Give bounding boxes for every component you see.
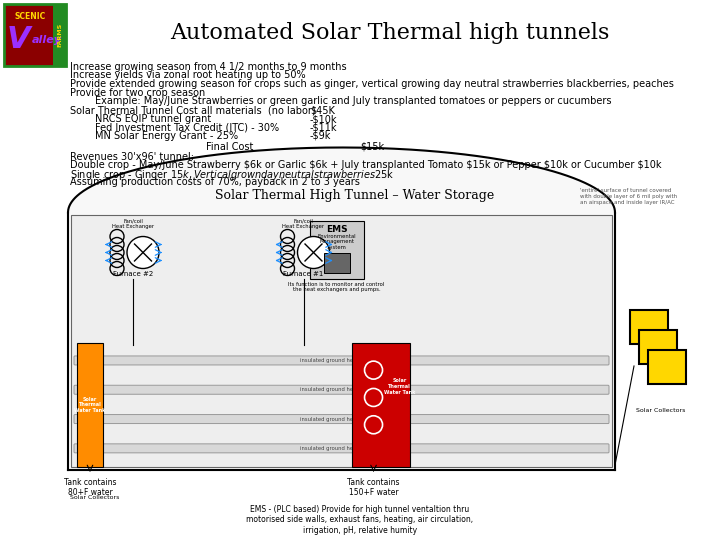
Text: Solar Collectors: Solar Collectors [636,408,685,413]
Text: SCENIC: SCENIC [14,12,45,21]
FancyBboxPatch shape [323,253,349,273]
Text: -$9k: -$9k [310,131,331,141]
FancyBboxPatch shape [351,343,410,467]
Text: NRCS EQIP tunnel grant: NRCS EQIP tunnel grant [70,114,211,124]
Text: V: V [6,25,30,55]
Circle shape [127,237,159,268]
Text: -$11k: -$11k [310,123,338,132]
Text: Automated Solar Thermal high tunnels: Automated Solar Thermal high tunnels [171,22,610,44]
Text: Its function is to monitor and control
the heat exchangers and pumps.: Its function is to monitor and control t… [289,281,384,292]
Text: FARMS: FARMS [58,23,63,47]
Polygon shape [68,213,615,470]
Text: -$10k: -$10k [310,114,338,124]
Text: Furnace #1: Furnace #1 [283,272,324,278]
Text: Fan/coil
Heat Exchanger: Fan/coil Heat Exchanger [112,219,154,230]
Text: Solar
Thermal
Water Tank: Solar Thermal Water Tank [384,378,415,395]
FancyBboxPatch shape [630,310,668,344]
Text: Double crop - May/June Strawberry $6k or Garlic $6k + July transplanted Tomato $: Double crop - May/June Strawberry $6k or… [70,160,662,170]
Text: Assuming production costs of 70%, payback in 2 to 3 years: Assuming production costs of 70%, paybac… [70,177,360,187]
Text: Increase yields via zonal root heating up to 50%: Increase yields via zonal root heating u… [70,71,305,80]
Text: Solar Thermal Tunnel Cost all materials  (no labor): Solar Thermal Tunnel Cost all materials … [70,105,315,116]
Text: Provide extended growing season for crops such as ginger, vertical growing day n: Provide extended growing season for crop… [70,79,674,89]
Text: Solar
Thermal
Water Tank: Solar Thermal Water Tank [74,396,106,413]
Text: 'entire' surface of tunnel covered
with double layer of 6 mil poly with
an airsp: 'entire' surface of tunnel covered with … [580,188,677,205]
FancyBboxPatch shape [310,220,364,279]
Text: Furnace #2: Furnace #2 [113,272,153,278]
Text: alley: alley [32,35,62,45]
Text: Tank contains
80+F water: Tank contains 80+F water [64,478,116,497]
Text: Final Cost: Final Cost [207,141,253,152]
Text: Fed Investment Tax Credit (ITC) - 30%: Fed Investment Tax Credit (ITC) - 30% [70,123,279,132]
Text: Example: May/June Strawberries or green garlic and July transplanted tomatoes or: Example: May/June Strawberries or green … [70,96,611,106]
FancyBboxPatch shape [74,356,609,365]
Text: EMS - (PLC based) Provide for high tunnel ventaltion thru
motorised side walls, : EMS - (PLC based) Provide for high tunne… [246,505,474,535]
Text: MN Solar Energy Grant - 25%: MN Solar Energy Grant - 25% [70,131,238,141]
Text: Increase growing season from 4 1/2 months to 9 months: Increase growing season from 4 1/2 month… [70,62,346,72]
Text: EMS: EMS [325,226,347,234]
Text: Solar Collectors: Solar Collectors [70,495,120,500]
Polygon shape [68,147,615,213]
FancyBboxPatch shape [648,350,686,384]
FancyBboxPatch shape [74,415,609,423]
Text: Revenues 30'x96' tunnel:: Revenues 30'x96' tunnel: [70,152,194,161]
Text: Tank contains
150+F water: Tank contains 150+F water [347,478,400,497]
FancyBboxPatch shape [71,214,612,467]
Text: $45K: $45K [310,105,335,116]
Text: Fan/coil
Heat Exchanger: Fan/coil Heat Exchanger [282,219,325,230]
FancyBboxPatch shape [53,4,66,66]
FancyBboxPatch shape [77,343,103,467]
FancyBboxPatch shape [74,444,609,453]
Text: insulated ground heating tubes: insulated ground heating tubes [300,358,383,363]
Text: Provide for two crop season: Provide for two crop season [70,87,205,98]
FancyBboxPatch shape [4,4,66,66]
Text: Solar Thermal High Tunnel – Water Storage: Solar Thermal High Tunnel – Water Storag… [215,188,495,201]
Text: insulated ground heating tubes: insulated ground heating tubes [300,387,383,392]
Circle shape [297,237,330,268]
FancyBboxPatch shape [639,330,677,364]
Text: Environmental
Management
System: Environmental Management System [318,233,356,250]
Text: insulated ground heating tubes: insulated ground heating tubes [300,416,383,422]
FancyBboxPatch shape [74,385,609,394]
Text: $15k: $15k [360,141,384,152]
Text: Single crop - Ginger $15k, Vertical grown day neutral strawberries $25k: Single crop - Ginger $15k, Vertical grow… [70,168,395,183]
Text: insulated ground heating tubes: insulated ground heating tubes [300,446,383,451]
